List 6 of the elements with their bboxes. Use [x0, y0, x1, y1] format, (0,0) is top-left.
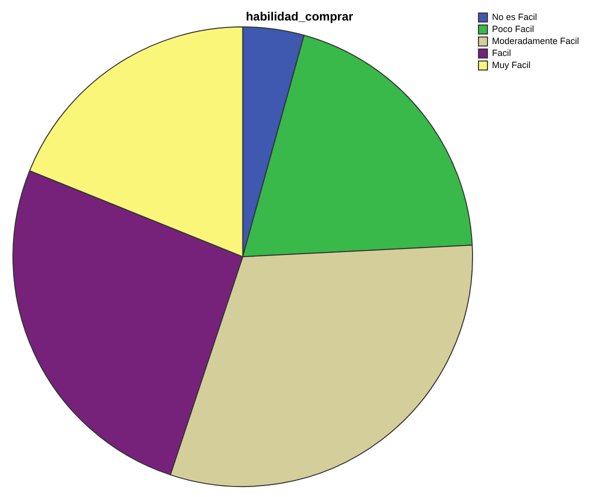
legend-label: Muy Facil [492, 60, 530, 70]
legend-label: Facil [492, 48, 511, 58]
chart-title: habilidad_comprar [246, 10, 354, 24]
legend-label: Poco Facil [492, 24, 534, 34]
legend-label: Moderadamente Facil [492, 36, 580, 46]
legend-label: No es Facil [492, 12, 537, 22]
